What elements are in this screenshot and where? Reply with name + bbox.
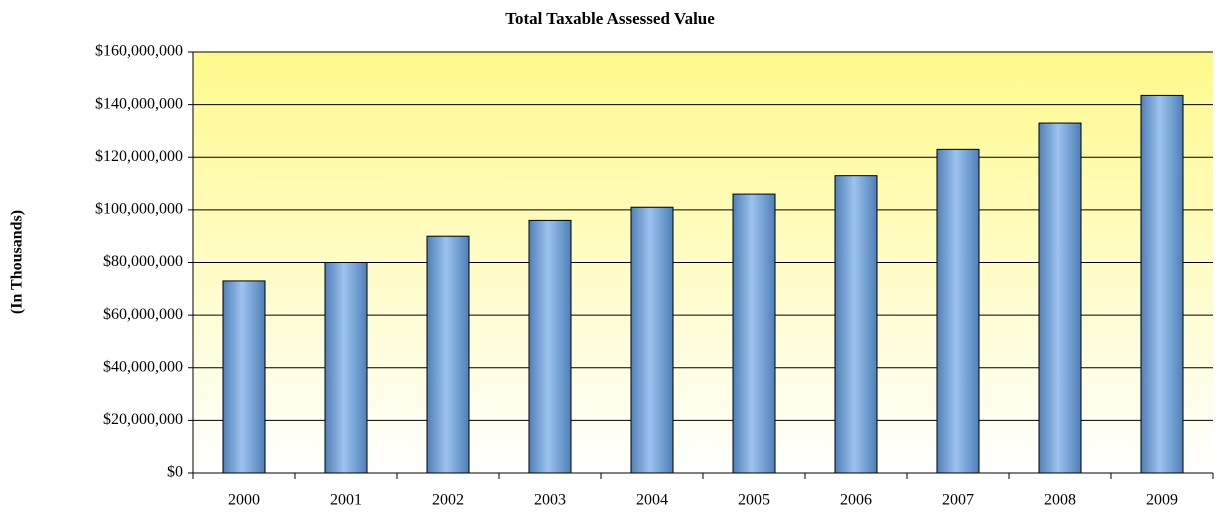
- x-tick-label: 2006: [840, 492, 872, 509]
- x-tick-label: 2009: [1146, 492, 1178, 509]
- x-tick-label: 2005: [738, 492, 770, 509]
- y-tick-label: $120,000,000: [95, 148, 183, 165]
- bar: [1038, 122, 1082, 474]
- bar: [528, 219, 572, 474]
- x-tick-label: 2001: [330, 492, 362, 509]
- y-tick-label: $80,000,000: [103, 253, 183, 270]
- bar: [426, 235, 470, 474]
- bar: [936, 148, 980, 474]
- x-tick-label: 2004: [636, 492, 668, 509]
- y-tick-label: $140,000,000: [95, 95, 183, 112]
- bar: [732, 193, 776, 474]
- y-tick-label: $0: [167, 464, 183, 481]
- y-tick-label: $100,000,000: [95, 201, 183, 218]
- y-tick-label: $40,000,000: [103, 358, 183, 375]
- x-tick-label: 2002: [432, 492, 464, 509]
- x-tick-label: 2008: [1044, 492, 1076, 509]
- y-tick-label: $20,000,000: [103, 411, 183, 428]
- bar: [1140, 94, 1184, 474]
- bar: [630, 206, 674, 474]
- x-tick-label: 2003: [534, 492, 566, 509]
- y-tick-label: $60,000,000: [103, 306, 183, 323]
- bar: [324, 262, 368, 474]
- x-tick-label: 2000: [228, 492, 260, 509]
- x-tick-label: 2007: [942, 492, 974, 509]
- y-tick-label: $160,000,000: [95, 43, 183, 60]
- bar: [834, 175, 878, 474]
- chart-title: Total Taxable Assessed Value: [505, 9, 715, 28]
- y-axis-title: (In Thousands): [9, 210, 26, 314]
- bar: [222, 280, 266, 474]
